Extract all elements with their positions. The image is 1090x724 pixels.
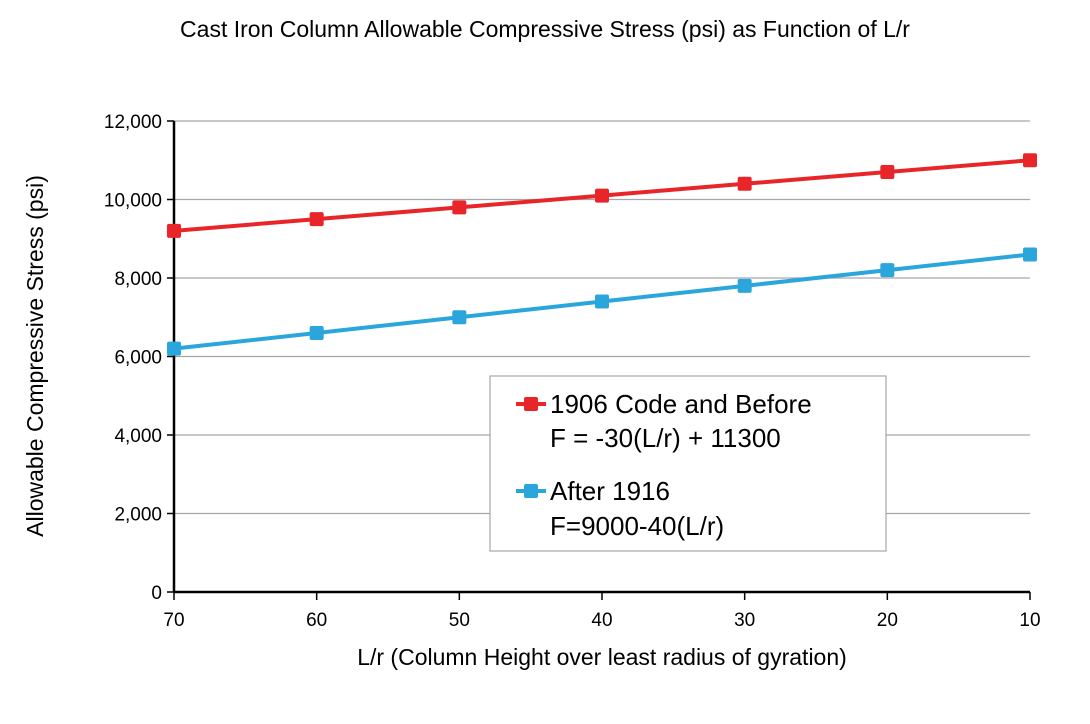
x-tick-label: 40 bbox=[591, 610, 612, 631]
x-tick-label: 70 bbox=[163, 610, 184, 631]
series-0-point bbox=[452, 200, 467, 215]
legend-swatch-marker-1916 bbox=[524, 484, 538, 498]
series-1-point bbox=[452, 310, 467, 325]
y-tick-label: 12,000 bbox=[104, 112, 162, 133]
series-1-point bbox=[167, 341, 181, 356]
series-0-point bbox=[309, 212, 324, 227]
legend-label-1906: 1906 Code and Before bbox=[550, 389, 812, 419]
series-1-point bbox=[737, 278, 752, 293]
x-axis-label: L/r (Column Height over least radius of … bbox=[357, 644, 847, 670]
x-tick-label: 50 bbox=[449, 610, 470, 631]
legend: 1906 Code and Before F = -30(L/r) + 1130… bbox=[489, 375, 887, 552]
legend-formula-1916: F=9000-40(L/r) bbox=[550, 511, 724, 541]
legend-label-1916: After 1916 bbox=[550, 476, 670, 506]
x-tick-label: 30 bbox=[734, 610, 755, 631]
series-1-point bbox=[595, 294, 609, 309]
series-1-point bbox=[1023, 247, 1037, 262]
y-tick-label: 6,000 bbox=[114, 348, 162, 369]
tick-labels: 0 2,000 4,000 6,000 8,000 10,000 12,000 70 60 50 4… bbox=[104, 112, 1041, 631]
series-0-point bbox=[167, 223, 181, 238]
series-lines bbox=[167, 153, 1037, 356]
legend-swatch-marker-1906 bbox=[524, 397, 538, 411]
series-0-point bbox=[737, 176, 752, 191]
legend-formula-1906: F = -30(L/r) + 11300 bbox=[550, 423, 781, 453]
x-tick-label: 60 bbox=[306, 610, 327, 631]
chart-title: Cast Iron Column Allowable Compressive S… bbox=[180, 16, 910, 42]
y-tick-label: 2,000 bbox=[114, 505, 162, 526]
axes bbox=[167, 120, 1031, 600]
y-tick-label: 0 bbox=[151, 583, 162, 604]
series-0-point bbox=[1023, 153, 1037, 168]
series-1-point bbox=[309, 325, 324, 340]
y-tick-label: 4,000 bbox=[114, 426, 162, 447]
y-tick-label: 10,000 bbox=[104, 191, 162, 212]
series-0-point bbox=[595, 188, 609, 203]
legend-box bbox=[489, 375, 887, 552]
series-0-point bbox=[880, 165, 895, 180]
x-tick-label: 20 bbox=[877, 610, 898, 631]
y-axis-label: Allowable Compressive Stress (psi) bbox=[22, 175, 48, 537]
series-1-point bbox=[880, 263, 895, 278]
y-tick-label: 8,000 bbox=[114, 269, 162, 290]
x-tick-label: 10 bbox=[1019, 610, 1040, 631]
